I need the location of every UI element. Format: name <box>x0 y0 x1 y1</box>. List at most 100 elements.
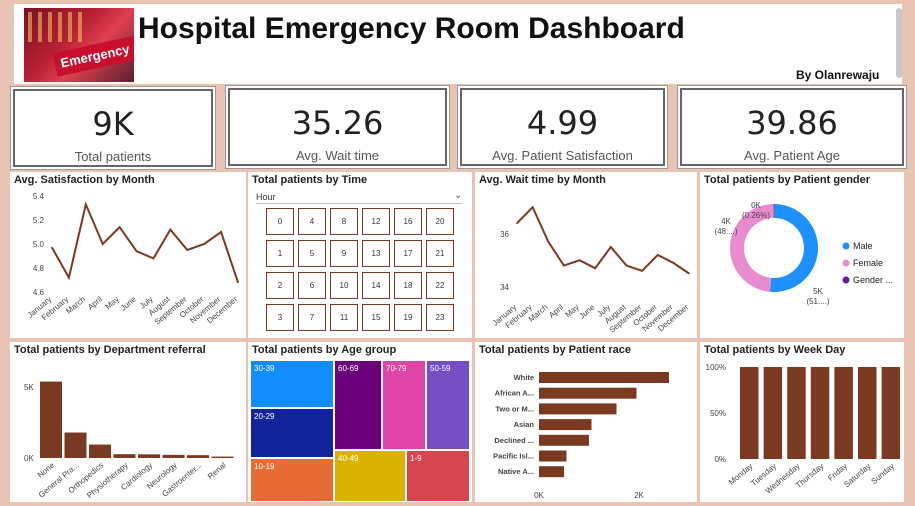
panel-patient-race: Total patients by Patient race White Afri… <box>475 342 697 502</box>
series-line <box>51 201 239 283</box>
race-bar-chart: White African A... Two or M... Asian Decline… <box>493 372 669 500</box>
panel-patients-by-gender: Total patients by Patient gender 5K (51..… <box>700 172 904 338</box>
pie-slice-female <box>729 204 774 292</box>
hour-option-18[interactable]: 18 <box>394 272 422 299</box>
chart-title: Total patients by Patient race <box>479 344 632 356</box>
hour-option-14[interactable]: 14 <box>362 272 390 299</box>
panel-satisfaction-by-month: Avg. Satisfaction by Month 5.4 5.2 5.0 4.8 4… <box>10 172 246 338</box>
slice-data-label: 5K <box>813 287 823 296</box>
slicer-underline <box>256 203 462 204</box>
bar <box>539 403 617 415</box>
hour-option-7[interactable]: 7 <box>298 304 326 331</box>
data-point <box>578 259 581 262</box>
kpi-card-avg-patient-age: 39.86 Avg. Patient Age <box>680 88 904 166</box>
y-tick-label: 36 <box>500 230 509 239</box>
y-tick-label: White <box>514 373 534 382</box>
hour-option-6[interactable]: 6 <box>298 272 326 299</box>
bar <box>881 367 901 459</box>
bar <box>539 387 637 399</box>
data-point <box>68 276 70 279</box>
hour-option-8[interactable]: 8 <box>330 208 358 235</box>
bar <box>763 367 783 459</box>
hour-option-11[interactable]: 11 <box>330 304 358 331</box>
chart-title: Total patients by Patient gender <box>704 174 871 186</box>
chevron-down-icon[interactable]: ⌄ <box>454 190 463 201</box>
treemap-tile-70-79[interactable]: 70-79 <box>382 360 426 450</box>
hour-option-2[interactable]: 2 <box>266 272 294 299</box>
treemap-tile-50-59[interactable]: 50-59 <box>426 360 470 450</box>
x-tick-label: Sunday <box>870 462 897 486</box>
kpi-card-avg-satisfaction: 4.99 Avg. Patient Satisfaction <box>460 88 665 166</box>
data-point <box>610 246 612 248</box>
wait-time-line-chart: 3634JanuaryFebruaryMarchAprilMayJuneJuly… <box>491 205 691 335</box>
kpi-value: 9K <box>92 105 134 143</box>
data-point <box>656 254 659 256</box>
chart-title: Total patients by Week Day <box>704 344 846 356</box>
y-tick-label: 100% <box>706 363 726 372</box>
data-point <box>672 262 675 264</box>
hour-option-17[interactable]: 17 <box>394 240 422 267</box>
author-label: By Olanrewaju <box>796 68 880 82</box>
hour-option-13[interactable]: 13 <box>362 240 390 267</box>
bar <box>787 367 806 459</box>
treemap-tile-40-49[interactable]: 40-49 <box>334 450 406 502</box>
bar <box>539 434 589 446</box>
hour-option-10[interactable]: 10 <box>330 272 358 299</box>
y-tick-label: Declined ... <box>494 436 534 445</box>
panel-age-group: Total patients by Age group 30-39 20-29 10… <box>248 342 472 502</box>
treemap-tile-30-39[interactable]: 30-39 <box>250 360 334 408</box>
y-tick-label: Pacific Isl... <box>493 452 534 461</box>
data-point <box>135 250 138 252</box>
y-tick-label: 5.0 <box>33 240 45 249</box>
treemap-tile-60-69[interactable]: 60-69 <box>334 360 382 450</box>
kpi-card-total-patients: 9K Total patients <box>13 89 213 167</box>
data-point <box>516 222 518 224</box>
logo-lights <box>28 12 88 42</box>
hour-option-23[interactable]: 23 <box>426 304 454 331</box>
bar <box>834 367 853 459</box>
hour-option-19[interactable]: 19 <box>394 304 422 331</box>
data-point <box>531 206 534 209</box>
kpi-value: 39.86 <box>746 104 838 142</box>
pie-slice-gender <box>773 204 775 219</box>
hour-option-20[interactable]: 20 <box>426 208 454 235</box>
x-tick-label: March <box>64 295 87 316</box>
treemap-tile-10-19[interactable]: 10-19 <box>250 458 334 502</box>
treemap-tile-1-9[interactable]: 1-9 <box>406 450 470 502</box>
data-point <box>220 231 222 233</box>
hour-option-22[interactable]: 22 <box>426 272 454 299</box>
y-tick-label: 5.4 <box>33 192 45 201</box>
slice-data-label: (48....) <box>714 227 737 236</box>
data-point <box>547 240 550 243</box>
y-tick-label: 4.6 <box>33 288 45 297</box>
kpi-value: 35.26 <box>291 104 384 142</box>
slice-data-label: 4K <box>721 217 731 226</box>
data-point <box>186 249 189 251</box>
data-point <box>625 264 628 267</box>
data-point <box>594 267 596 269</box>
y-tick-label: Asian <box>514 420 535 429</box>
hour-option-3[interactable]: 3 <box>266 304 294 331</box>
bar <box>858 367 877 459</box>
hour-option-1[interactable]: 1 <box>266 240 294 267</box>
treemap-tile-20-29[interactable]: 20-29 <box>250 408 334 458</box>
hour-option-0[interactable]: 0 <box>266 208 294 235</box>
data-point <box>203 243 205 245</box>
data-point <box>152 257 155 260</box>
bar <box>539 466 564 478</box>
scrollbar[interactable] <box>896 8 902 78</box>
kpi-label: Avg. Wait time <box>295 148 380 163</box>
hour-option-21[interactable]: 21 <box>426 240 454 267</box>
legend-label: Gender ... <box>853 275 893 285</box>
hour-option-4[interactable]: 4 <box>298 208 326 235</box>
hour-option-16[interactable]: 16 <box>394 208 422 235</box>
x-tick-label: None <box>36 460 57 480</box>
y-tick-label: 0% <box>714 455 726 464</box>
hour-option-9[interactable]: 9 <box>330 240 358 267</box>
hour-option-12[interactable]: 12 <box>362 208 390 235</box>
data-point <box>237 281 239 284</box>
data-point <box>169 228 172 231</box>
hour-option-5[interactable]: 5 <box>298 240 326 267</box>
y-tick-label: 4.8 <box>33 264 45 273</box>
hour-option-15[interactable]: 15 <box>362 304 390 331</box>
